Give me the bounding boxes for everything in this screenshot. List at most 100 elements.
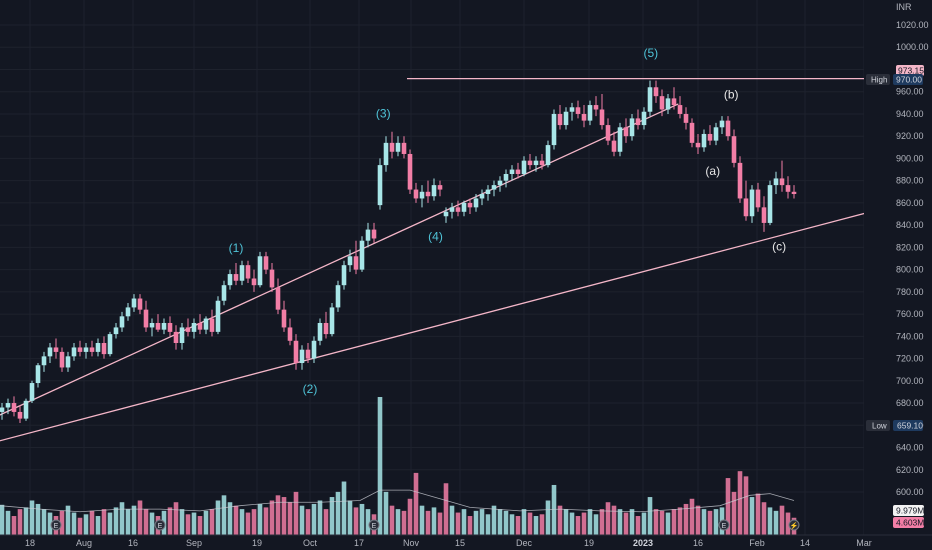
volume-bar (677, 507, 683, 535)
volume-bar (353, 507, 359, 535)
volume-bar (419, 505, 425, 535)
candle (761, 196, 767, 232)
event-marker[interactable] (368, 519, 380, 531)
candle (77, 340, 83, 357)
volume-bar (491, 505, 497, 535)
price-tick-label: 620.00 (896, 465, 924, 475)
volume-bar (17, 509, 23, 535)
volume-moving-average (0, 489, 795, 513)
volume-bar (773, 510, 779, 535)
time-tick-label: 18 (25, 538, 35, 548)
candle (29, 380, 35, 404)
time-tick-label: Feb (749, 538, 765, 548)
wave-label: (4) (428, 230, 443, 244)
candle (377, 158, 383, 210)
candle (23, 398, 29, 421)
candle (401, 136, 407, 159)
volume-bar (329, 497, 335, 535)
candle (671, 87, 677, 110)
event-marker[interactable] (718, 519, 730, 531)
time-axis-ticks: 18 Aug 16 Sep 19 Oct 17 Nov 15 Dec 19 2023 16 Feb 14 Ma… (25, 538, 872, 548)
candle (53, 338, 59, 359)
volume-bar (125, 509, 131, 535)
volume-bar (437, 512, 443, 535)
volume-bar (479, 509, 485, 535)
volume-bar (107, 512, 113, 535)
volume-bar (443, 483, 449, 535)
volume-bar (179, 509, 185, 535)
volume-bar (707, 510, 713, 535)
candle (503, 169, 509, 188)
candle (425, 180, 431, 203)
candle (161, 318, 167, 335)
volume-bar (197, 516, 203, 535)
event-marker[interactable] (50, 519, 62, 531)
time-tick-label: 14 (800, 538, 810, 548)
candle (65, 351, 71, 372)
candle (221, 280, 227, 306)
time-tick-label: Aug (76, 538, 92, 548)
volume-bar (599, 509, 605, 535)
candle (497, 176, 503, 192)
volume-bar (281, 497, 287, 535)
event-marker-label: E (722, 523, 727, 530)
price-axis-background[interactable] (864, 0, 932, 535)
candle (719, 116, 725, 134)
candles (0, 80, 797, 424)
candle (167, 316, 173, 337)
currency-label: INR (896, 2, 912, 12)
volume-bar (335, 491, 341, 535)
candle (227, 269, 233, 290)
low-label: Low (872, 422, 887, 431)
time-tick-label: 16 (128, 538, 138, 548)
volume-bar (755, 493, 761, 535)
volume-bar (689, 498, 695, 535)
volume-bar (365, 509, 371, 535)
candle (155, 314, 161, 332)
volume-bar (581, 512, 587, 535)
time-axis-background[interactable] (0, 535, 932, 550)
time-tick-label: Sep (186, 538, 202, 548)
candle (587, 100, 593, 126)
volume-bar (455, 512, 461, 535)
candle (113, 322, 119, 339)
candle (647, 80, 653, 117)
candle (593, 96, 599, 117)
event-marker[interactable] (154, 519, 166, 531)
candle (269, 262, 275, 292)
candle (101, 336, 107, 359)
volume-bar (275, 495, 281, 535)
trendlines[interactable] (0, 103, 914, 449)
time-tick-label: 19 (584, 538, 594, 548)
candle (557, 105, 563, 130)
candle (137, 294, 143, 315)
volume-bar (413, 472, 419, 535)
candle (95, 338, 101, 357)
volume-bar (605, 502, 611, 535)
candle (617, 122, 623, 157)
time-tick-label: Oct (303, 538, 318, 548)
low-value: 659.10 (897, 421, 923, 431)
volume-bar (293, 491, 299, 535)
upper-trendline[interactable] (0, 103, 679, 429)
candle (635, 109, 641, 130)
volume-bar (173, 502, 179, 535)
volume-bar (611, 505, 617, 535)
price-tick-label: 640.00 (896, 443, 924, 453)
price-tick-label: 920.00 (896, 131, 924, 141)
high-badge: High 970.00 (866, 74, 923, 85)
volume-bar (113, 507, 119, 535)
event-marker[interactable] (788, 519, 800, 531)
candle (443, 207, 449, 223)
candle (539, 153, 545, 170)
candle (773, 171, 779, 195)
event-markers[interactable]: E E E E ⚡ (50, 519, 800, 531)
candle (107, 331, 113, 357)
candle (347, 249, 353, 272)
volume-bar (0, 504, 5, 535)
volume-bar (449, 505, 455, 535)
volume-bar (617, 509, 623, 535)
price-tick-label: 720.00 (896, 354, 924, 364)
lower-trendline[interactable] (0, 200, 914, 449)
